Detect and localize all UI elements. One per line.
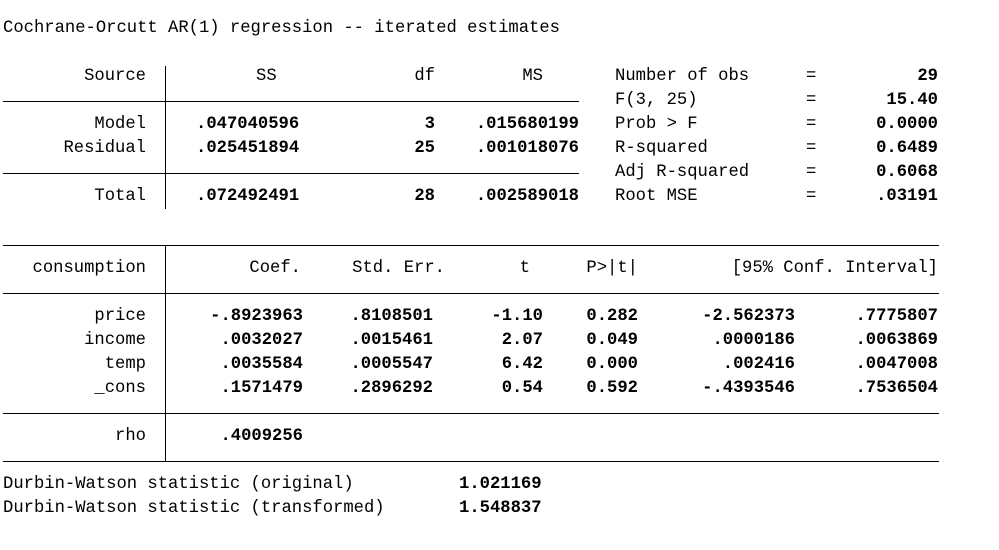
anova-row-ms: .015680199: [475, 115, 579, 134]
fit-stat-label: R-squared: [615, 139, 708, 158]
coef-row-ci-lower: .0000186: [712, 331, 795, 350]
anova-header-rule: [3, 101, 579, 102]
dw-value: 1.021169: [459, 475, 542, 494]
fit-stat-equals: =: [806, 115, 817, 134]
coef-row-t: 0.54: [501, 379, 543, 398]
rho-label: rho: [115, 427, 146, 446]
anova-header-ss: SS: [256, 67, 277, 86]
coef-row-coef: .1571479: [220, 379, 303, 398]
coef-header-coef: Coef.: [249, 259, 301, 278]
coef-row-se: .0005547: [350, 355, 433, 374]
dw-label: Durbin-Watson statistic (transformed): [3, 499, 385, 518]
coef-row-coef: -.8923963: [210, 307, 303, 326]
coef-header-p: P>|t|: [586, 259, 638, 278]
fit-stat-equals: =: [806, 163, 817, 182]
fit-stat-value: .03191: [876, 187, 938, 206]
coef-row-ci-upper: .0063869: [855, 331, 938, 350]
coef-row-ci-upper: .0047008: [855, 355, 938, 374]
dw-value: 1.548837: [459, 499, 542, 518]
anova-row-df: 25: [414, 139, 435, 158]
coef-top-rule: [3, 245, 939, 246]
fit-stat-value: 0.6068: [876, 163, 938, 182]
coef-row-ci-upper: .7536504: [855, 379, 938, 398]
dw-label: Durbin-Watson statistic (original): [3, 475, 354, 494]
coef-row-ci-lower: .002416: [722, 355, 795, 374]
coef-rho-rule: [3, 413, 939, 414]
fit-stat-equals: =: [806, 187, 817, 206]
coef-row-ci-lower: -.4393546: [702, 379, 795, 398]
coef-bottom-rule: [3, 461, 939, 462]
anova-header-ms: MS: [522, 67, 543, 86]
fit-stat-equals: =: [806, 91, 817, 110]
anova-header-source: Source: [84, 67, 146, 86]
coef-column-divider: [165, 245, 166, 461]
coef-row-var: income: [84, 331, 146, 350]
output-title: Cochrane-Orcutt AR(1) regression -- iter…: [3, 19, 560, 38]
coef-row-ci-lower: -2.562373: [702, 307, 795, 326]
coef-row-var: _cons: [94, 379, 146, 398]
fit-stat-label: Prob > F: [615, 115, 698, 134]
coef-row-t: -1.10: [491, 307, 543, 326]
anova-row-df: 3: [424, 115, 435, 134]
coef-row-se: .0015461: [350, 331, 433, 350]
anova-row-ms: .001018076: [475, 139, 579, 158]
anova-total-ss: .072492491: [196, 187, 300, 206]
anova-row-source: Residual: [63, 139, 146, 158]
anova-total-rule: [3, 173, 579, 174]
coef-row-se: .2896292: [350, 379, 433, 398]
coef-row-se: .8108501: [350, 307, 433, 326]
coef-row-var: price: [94, 307, 146, 326]
coef-row-p: 0.282: [586, 307, 638, 326]
coef-header-rule: [3, 293, 939, 294]
anova-total-source: Total: [94, 187, 146, 206]
coef-row-coef: .0032027: [220, 331, 303, 350]
coef-row-coef: .0035584: [220, 355, 303, 374]
coef-row-p: 0.049: [586, 331, 638, 350]
anova-row-ss: .047040596: [196, 115, 300, 134]
coef-row-p: 0.000: [586, 355, 638, 374]
fit-stat-equals: =: [806, 139, 817, 158]
fit-stat-label: Adj R-squared: [615, 163, 750, 182]
anova-column-divider: [165, 66, 166, 209]
fit-stat-equals: =: [806, 67, 817, 86]
anova-row-ss: .025451894: [196, 139, 300, 158]
coef-row-var: temp: [104, 355, 146, 374]
fit-stat-value: 0.0000: [876, 115, 938, 134]
coef-header-depvar: consumption: [32, 259, 146, 278]
coef-header-se: Std. Err.: [352, 259, 445, 278]
coef-row-ci-upper: .7775807: [855, 307, 938, 326]
coef-header-ci: [95% Conf. Interval]: [731, 259, 938, 278]
coef-header-t: t: [519, 259, 530, 278]
fit-stat-value: 15.40: [886, 91, 938, 110]
coef-row-t: 6.42: [501, 355, 543, 374]
fit-stat-label: F(3, 25): [615, 91, 698, 110]
anova-row-source: Model: [94, 115, 146, 134]
rho-value: .4009256: [220, 427, 303, 446]
fit-stat-label: Number of obs: [615, 67, 750, 86]
anova-total-df: 28: [414, 187, 435, 206]
coef-row-p: 0.592: [586, 379, 638, 398]
fit-stat-value: 0.6489: [876, 139, 938, 158]
fit-stat-value: 29: [917, 67, 938, 86]
coef-row-t: 2.07: [501, 331, 543, 350]
anova-total-ms: .002589018: [475, 187, 579, 206]
anova-header-df: df: [414, 67, 435, 86]
fit-stat-label: Root MSE: [615, 187, 698, 206]
